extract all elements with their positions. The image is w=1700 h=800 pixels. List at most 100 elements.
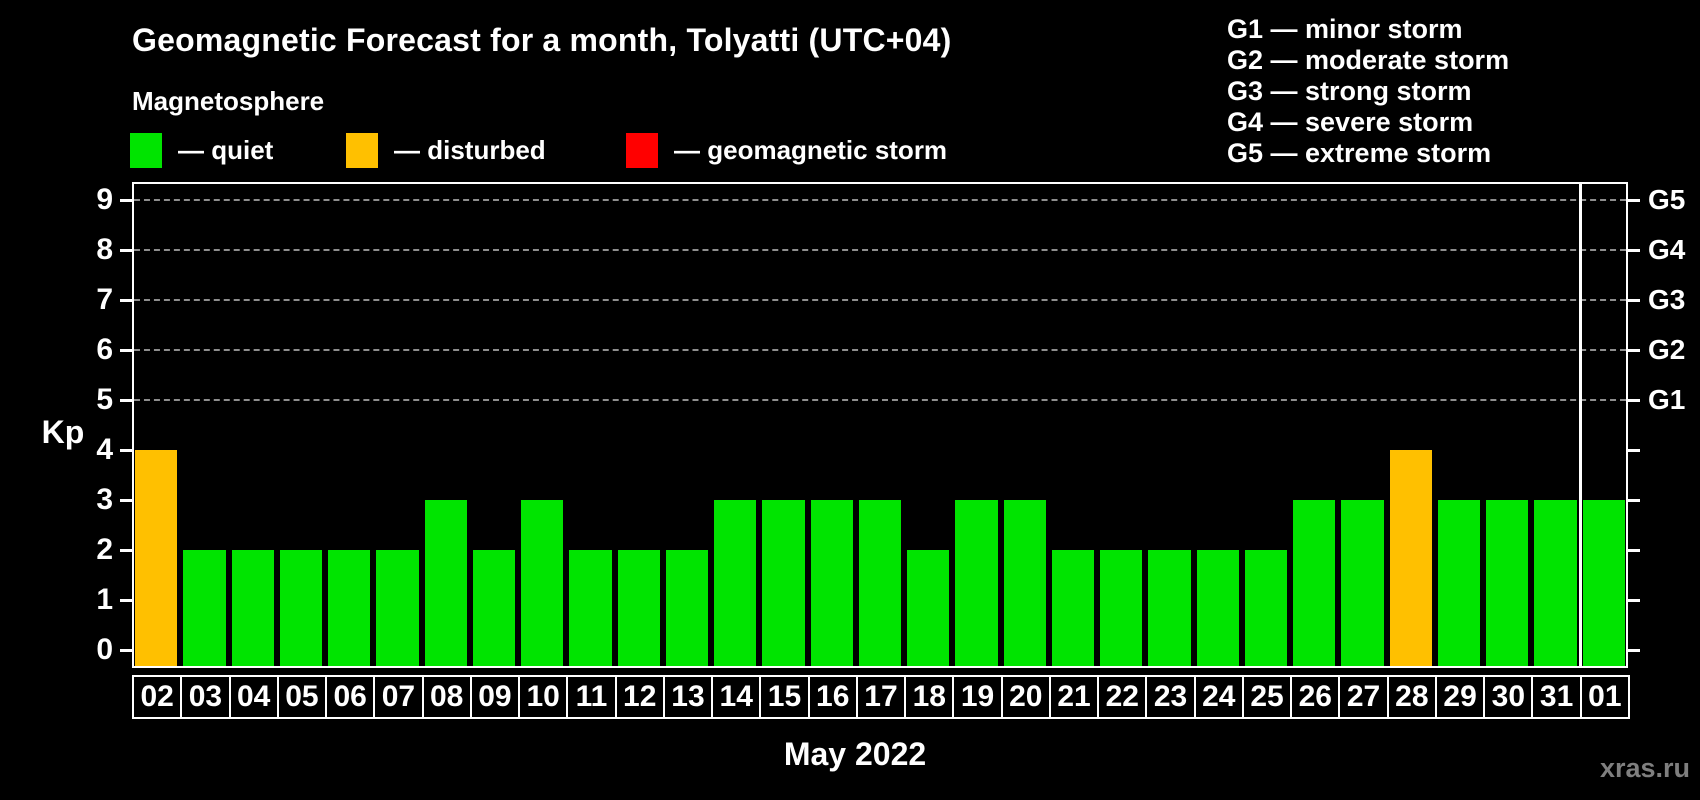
y-tick-left-1 [120, 599, 132, 602]
bar-day-31 [1534, 500, 1577, 666]
watermark: xras.ru [1599, 753, 1690, 783]
x-tick-label-24: 24 [1193, 675, 1244, 719]
bar-day-25 [1244, 550, 1288, 666]
bar-day-23 [1148, 550, 1191, 666]
y-tick-label-0: 0 [96, 633, 113, 666]
legend-label-disturbed: — disturbed [394, 135, 546, 165]
bar-day-14 [714, 500, 757, 666]
y-tick-label-3: 3 [96, 483, 113, 516]
y-tick-left-7 [120, 299, 132, 302]
bar-day-26 [1293, 500, 1336, 666]
x-tick-label-28: 28 [1386, 675, 1437, 719]
bar-day-18 [907, 550, 950, 666]
x-tick-label-19: 19 [952, 675, 1003, 719]
x-tick-label-02: 02 [132, 675, 183, 719]
bar-day-12 [617, 550, 660, 666]
y-tick-left-3 [120, 499, 132, 502]
disturbed-swatch-icon [346, 133, 378, 168]
bar-day-10 [521, 500, 564, 666]
bar-day-08 [424, 500, 467, 666]
x-tick-label-27: 27 [1338, 675, 1389, 719]
x-tick-label-07: 07 [373, 675, 424, 719]
bar-day-30 [1486, 500, 1529, 666]
x-tick-label-10: 10 [518, 675, 569, 719]
storm-scale-g5: G5 — extreme storm [1227, 138, 1492, 168]
storm-swatch-icon [626, 133, 658, 168]
bar-day-17 [858, 500, 902, 666]
y-tick-label-4: 4 [96, 433, 113, 466]
storm-scale-g1: G1 — minor storm [1227, 14, 1463, 44]
x-tick-label-14: 14 [711, 675, 762, 719]
storm-scale-g3: G3 — strong storm [1227, 76, 1472, 106]
bar-day-20 [1003, 500, 1046, 666]
x-tick-label-12: 12 [614, 675, 665, 719]
storm-scale-g2: G2 — moderate storm [1227, 45, 1510, 75]
x-tick-label-05: 05 [276, 675, 328, 719]
y-tick-right-4 [1628, 449, 1640, 452]
storm-scale-legend: G1 — minor storm G2 — moderate storm G3 … [1227, 14, 1509, 169]
x-tick-label-25: 25 [1241, 675, 1293, 719]
bar-day-06 [328, 550, 371, 666]
x-tick-label-30: 30 [1483, 675, 1534, 719]
y-tick-left-2 [120, 549, 132, 552]
y-tick-right-1 [1628, 599, 1640, 602]
bar-day-19 [955, 500, 998, 666]
bar-day-07 [376, 550, 419, 666]
quiet-swatch-icon [130, 133, 162, 168]
y-tick-label-9: 9 [96, 183, 113, 216]
x-tick-label-03: 03 [180, 675, 231, 719]
x-tick-label-22: 22 [1097, 675, 1148, 719]
y-tick-right-8 [1628, 249, 1640, 252]
y-tick-right-7 [1628, 299, 1640, 302]
x-axis-title: May 2022 [783, 736, 927, 772]
gridline-kp8 [134, 249, 1626, 251]
y-tick-right-3 [1628, 499, 1640, 502]
y-tick-right-2 [1628, 549, 1640, 552]
legend-item-disturbed: — disturbed [346, 133, 546, 168]
y-tick-right-6 [1628, 349, 1640, 352]
gridline-kp6 [134, 349, 1626, 351]
gridline-kp9 [134, 199, 1626, 201]
legend-item-quiet: — quiet [130, 133, 273, 168]
x-tick-label-23: 23 [1145, 675, 1196, 719]
bar-day-02 [135, 450, 178, 666]
x-tick-label-21: 21 [1048, 675, 1100, 719]
bar-day-11 [569, 550, 612, 666]
y-tick-label-6: 6 [96, 333, 113, 366]
bar-day-21 [1051, 550, 1095, 666]
x-tick-label-20: 20 [1000, 675, 1051, 719]
gridline-kp5 [134, 399, 1626, 401]
bar-day-03 [183, 550, 226, 666]
y-tick-right-9 [1628, 199, 1640, 202]
x-tick-label-15: 15 [759, 675, 810, 719]
bar-day-15 [762, 500, 805, 666]
bar-day-01 [1582, 500, 1625, 666]
y-tick-left-8 [120, 249, 132, 252]
bar-day-22 [1100, 550, 1143, 666]
right-axis-label-G1: G1 [1648, 384, 1686, 415]
x-tick-label-26: 26 [1290, 675, 1341, 719]
y-tick-label-5: 5 [96, 383, 113, 416]
x-tick-label-04: 04 [228, 675, 279, 719]
right-axis-label-G2: G2 [1648, 334, 1686, 365]
y-axis-title: Kp [41, 414, 85, 450]
x-tick-label-11: 11 [566, 675, 617, 719]
x-tick-label-18: 18 [904, 675, 955, 719]
bar-day-09 [472, 550, 516, 666]
right-axis-label-G5: G5 [1648, 184, 1686, 215]
legend-item-storm: — geomagnetic storm [626, 133, 947, 168]
right-axis-label-G3: G3 [1648, 284, 1686, 315]
x-tick-label-16: 16 [807, 675, 858, 719]
bar-day-05 [279, 550, 323, 666]
y-tick-left-5 [120, 399, 132, 402]
bar-day-27 [1341, 500, 1384, 666]
y-tick-left-6 [120, 349, 132, 352]
page-title: Geomagnetic Forecast for a month, Tolyat… [132, 22, 952, 58]
y-tick-label-8: 8 [96, 233, 113, 266]
x-tick-label-29: 29 [1434, 675, 1486, 719]
month-separator-line [1578, 184, 1582, 666]
bar-day-29 [1437, 500, 1481, 666]
x-tick-label-17: 17 [855, 675, 907, 719]
